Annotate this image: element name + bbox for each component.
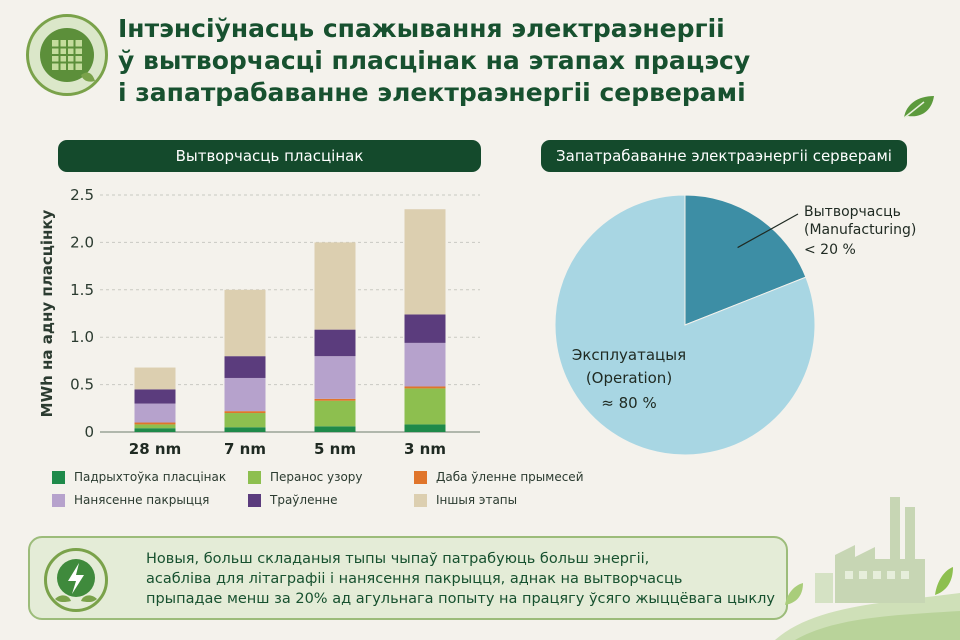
pie-slice xyxy=(554,194,816,456)
y-tick-label: 2.0 xyxy=(70,233,94,251)
x-tick-label: 7 nm xyxy=(224,440,266,458)
bar-segment xyxy=(134,367,176,390)
leaf-icon xyxy=(903,96,934,119)
pie-chart: Вытворчасць (Manufacturing) < 20 % Эксплуат… xyxy=(554,194,916,456)
bar-segment xyxy=(224,427,266,432)
pie-label-manufacturing: Вытворчасць xyxy=(804,204,901,220)
leader-line xyxy=(737,213,799,249)
note-line-1: Новыя, больш складаныя тыпы чыпаў патраб… xyxy=(146,551,650,567)
y-axis-label: MWh на адну пласцінку xyxy=(38,209,56,417)
bar-segment xyxy=(314,400,356,427)
bar-panel-header: Вытворчасць пласцінак xyxy=(58,140,481,172)
pie-slice xyxy=(684,194,807,326)
title-line-3: і запатрабаванне электраэнергіі серверам… xyxy=(118,78,746,107)
bar-segment xyxy=(224,411,266,414)
bar-segment xyxy=(404,314,446,343)
chart-legend: Падрыхтоўка пласцінак Перанос узору Даба ў… xyxy=(52,470,584,507)
page-title: Інтэнсіўнасць спажывання электраэнергіі … xyxy=(118,13,818,109)
x-tick-label: 28 nm xyxy=(129,440,181,458)
bar-segment xyxy=(224,413,266,428)
bar-segment xyxy=(404,386,446,389)
pie-value-manufacturing: < 20 % xyxy=(804,242,856,258)
legend-swatch xyxy=(52,493,65,507)
note-line-3: прыпадае менш за 20% ад агульнага попыту… xyxy=(146,591,775,607)
bar-segment xyxy=(404,209,446,315)
wafer-chip-icon xyxy=(26,14,108,96)
bar-segment xyxy=(404,342,446,387)
legend-swatch xyxy=(52,470,65,484)
bar-segment xyxy=(134,424,176,429)
bar-segment xyxy=(314,329,356,357)
legend-item: Падрыхтоўка пласцінак xyxy=(52,470,248,484)
legend-swatch xyxy=(248,470,261,484)
bar-segment xyxy=(134,422,176,425)
legend-item: Іншыя этапы xyxy=(414,493,572,507)
note-text: Новыя, больш складаныя тыпы чыпаў патраб… xyxy=(146,549,782,609)
bar-segment xyxy=(404,424,446,432)
bar-segment xyxy=(314,242,356,330)
note-line-2: асабліва для літаграфіі і нанясення пакр… xyxy=(146,571,683,587)
legend-swatch xyxy=(414,493,427,507)
legend-label: Траўленне xyxy=(270,493,338,507)
y-tick-label: 0.5 xyxy=(70,376,94,394)
legend-label: Перанос узору xyxy=(270,470,363,484)
y-tick-label: 1.0 xyxy=(70,328,94,346)
legend-item: Траўленне xyxy=(248,493,414,507)
title-line-2: ў вытворчасці пласцінак на этапах працэс… xyxy=(118,46,751,75)
bar-segment xyxy=(314,426,356,432)
x-tick-label: 5 nm xyxy=(314,440,356,458)
legend-label: Падрыхтоўка пласцінак xyxy=(74,470,227,484)
legend-item: Нанясенне пакрыцця xyxy=(52,493,248,507)
lightning-icon xyxy=(44,548,108,612)
bar-segment xyxy=(224,289,266,357)
pie-label-manufacturing-en: (Manufacturing) xyxy=(804,222,916,238)
bar-segment xyxy=(134,403,176,423)
legend-swatch xyxy=(414,470,427,484)
pie-label-operation-en: (Operation) xyxy=(586,369,672,387)
pie-panel-header: Запатрабаванне электраэнергіі серверамі xyxy=(541,140,907,172)
bar-segment xyxy=(224,377,266,412)
bar-segment xyxy=(404,388,446,425)
factory-icon xyxy=(775,497,960,640)
bar-segment xyxy=(134,428,176,432)
y-tick-label: 1.5 xyxy=(70,281,94,299)
legend-label: Даба ўленне прымесей xyxy=(436,470,584,484)
y-tick-label: 2.5 xyxy=(70,186,94,204)
bar-segment xyxy=(224,356,266,378)
pie-label-operation: Эксплуатацыя xyxy=(572,346,686,364)
pie-value-operation: ≈ 80 % xyxy=(601,394,656,412)
y-tick-label: 0 xyxy=(84,423,94,441)
x-tick-label: 3 nm xyxy=(404,440,446,458)
bar-segment xyxy=(134,389,176,404)
legend-item: Даба ўленне прымесей xyxy=(414,470,584,484)
legend-label: Іншыя этапы xyxy=(436,493,518,507)
legend-label: Нанясенне пакрыцця xyxy=(74,493,210,507)
stacked-bar-chart: 0 0.5 1.0 1.5 2.0 2.5 MWh на адну пласцінку 28 … xyxy=(38,186,480,458)
title-line-1: Інтэнсіўнасць спажывання электраэнергіі xyxy=(118,14,725,43)
legend-item: Перанос узору xyxy=(248,470,414,484)
summary-note: Новыя, больш складаныя тыпы чыпаў патраб… xyxy=(28,536,788,620)
bar-segment xyxy=(314,398,356,401)
bar-segment xyxy=(314,356,356,399)
legend-swatch xyxy=(248,493,261,507)
